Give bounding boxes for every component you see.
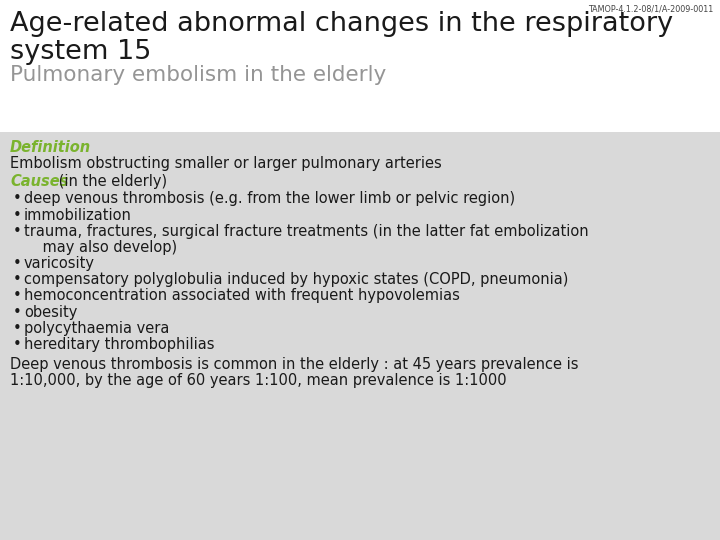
Text: hereditary thrombophilias: hereditary thrombophilias xyxy=(24,337,215,352)
Text: (in the elderly): (in the elderly) xyxy=(54,174,167,190)
Text: Age-related abnormal changes in the respiratory: Age-related abnormal changes in the resp… xyxy=(10,11,673,37)
Text: •: • xyxy=(13,305,22,320)
Text: obesity: obesity xyxy=(24,305,77,320)
Text: compensatory polyglobulia induced by hypoxic states (COPD, pneumonia): compensatory polyglobulia induced by hyp… xyxy=(24,272,568,287)
Text: deep venous thrombosis (e.g. from the lower limb or pelvic region): deep venous thrombosis (e.g. from the lo… xyxy=(24,191,515,206)
Text: •: • xyxy=(13,321,22,336)
FancyBboxPatch shape xyxy=(0,0,720,132)
Text: •: • xyxy=(13,272,22,287)
Text: may also develop): may also develop) xyxy=(24,240,177,255)
Text: Deep venous thrombosis is common in the elderly : at 45 years prevalence is: Deep venous thrombosis is common in the … xyxy=(10,357,578,372)
FancyBboxPatch shape xyxy=(0,132,720,540)
Text: •: • xyxy=(13,224,22,239)
Text: trauma, fractures, surgical fracture treatments (in the latter fat embolization: trauma, fractures, surgical fracture tre… xyxy=(24,224,589,239)
Text: system 15: system 15 xyxy=(10,39,151,65)
Text: immobilization: immobilization xyxy=(24,207,132,222)
Text: •: • xyxy=(13,191,22,206)
Text: TAMOP-4.1.2-08/1/A-2009-0011: TAMOP-4.1.2-08/1/A-2009-0011 xyxy=(588,4,713,13)
Text: Causes: Causes xyxy=(10,174,68,190)
Text: •: • xyxy=(13,288,22,303)
Text: 1:10,000, by the age of 60 years 1:100, mean prevalence is 1:1000: 1:10,000, by the age of 60 years 1:100, … xyxy=(10,373,507,388)
Text: •: • xyxy=(13,337,22,352)
Text: hemoconcentration associated with frequent hypovolemias: hemoconcentration associated with freque… xyxy=(24,288,460,303)
Text: Pulmonary embolism in the elderly: Pulmonary embolism in the elderly xyxy=(10,65,386,85)
Text: •: • xyxy=(13,256,22,271)
Text: polycythaemia vera: polycythaemia vera xyxy=(24,321,169,336)
Text: Embolism obstructing smaller or larger pulmonary arteries: Embolism obstructing smaller or larger p… xyxy=(10,156,442,171)
Text: varicosity: varicosity xyxy=(24,256,95,271)
Text: •: • xyxy=(13,207,22,222)
Text: Definition: Definition xyxy=(10,140,91,156)
